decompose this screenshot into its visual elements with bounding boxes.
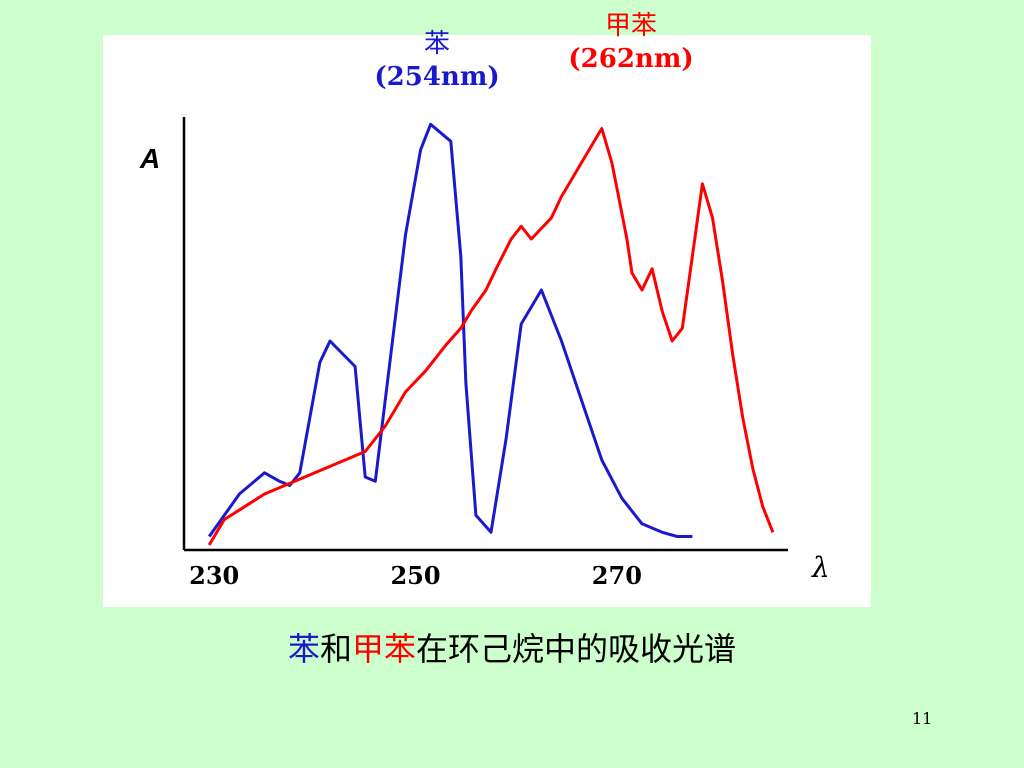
x-axis-label: λ <box>811 551 830 584</box>
toluene-peak-value: (262nm) <box>568 43 694 74</box>
x-tick-label: 230 <box>189 561 239 590</box>
benzene-peak-label: 苯 (254nm) <box>372 28 502 93</box>
toluene-peak-name: 甲苯 <box>604 11 657 41</box>
series-line-benzene <box>207 122 693 538</box>
y-axis-label: A <box>139 143 160 174</box>
caption-and: 和 <box>319 630 352 668</box>
plot-panel <box>103 35 871 607</box>
benzene-peak-value: (254nm) <box>374 61 500 92</box>
caption-benzene: 苯 <box>287 630 320 668</box>
series-line-toluene <box>207 127 775 546</box>
benzene-peak-name: 苯 <box>423 29 450 59</box>
caption-toluene: 甲苯 <box>352 630 417 668</box>
toluene-peak-label: 甲苯 (262nm) <box>566 10 696 75</box>
page-number: 11 <box>912 709 933 728</box>
figure-caption: 苯和甲苯在环己烷中的吸收光谱 <box>0 624 1024 670</box>
x-tick-label: 270 <box>592 561 642 590</box>
x-tick-label: 250 <box>390 561 440 590</box>
caption-rest: 在环己烷中的吸收光谱 <box>416 630 737 668</box>
